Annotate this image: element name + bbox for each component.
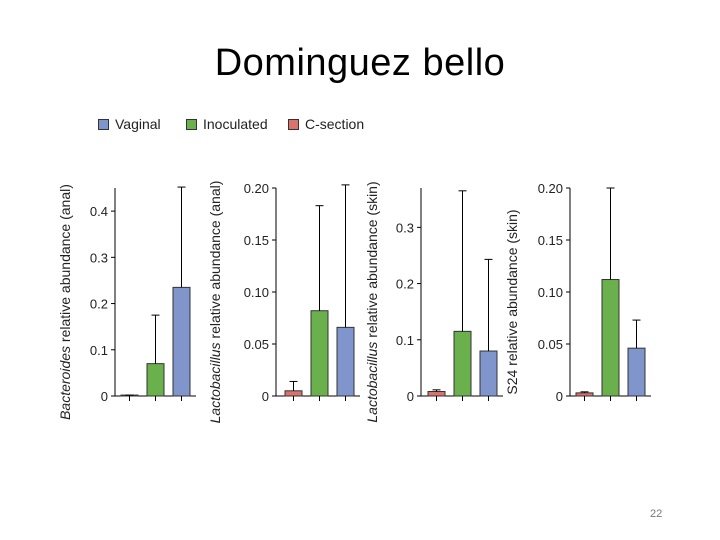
y-tick-label: 0 <box>407 389 414 404</box>
legend-swatch-c-section <box>288 119 299 130</box>
y-tick-label: 0.2 <box>90 297 108 312</box>
y-axis-label: Lactobacillus relative abundance (anal) <box>207 181 223 424</box>
legend-swatch-inoculated <box>186 119 197 130</box>
bar-vaginal <box>336 326 355 397</box>
y-tick-label: 0.4 <box>90 204 108 219</box>
y-tick-label: 0.3 <box>90 250 108 265</box>
y-axis-label-taxon: Lactobacillus <box>207 342 223 423</box>
y-tick-label: 0.20 <box>244 181 269 196</box>
y-tick-label: 0.20 <box>538 181 563 196</box>
bar-inoculated <box>310 310 329 397</box>
slide-title: Dominguez bello <box>214 42 506 84</box>
y-tick-label: 0 <box>101 389 108 404</box>
bar-inoculated <box>601 279 620 397</box>
y-tick-label: 0.15 <box>538 233 563 248</box>
bar-vaginal <box>627 347 646 397</box>
y-tick-label: 0 <box>262 389 269 404</box>
y-tick-label: 0.10 <box>538 285 563 300</box>
y-tick-label: 0 <box>556 389 563 404</box>
y-tick-label: 0.15 <box>244 233 269 248</box>
y-tick-label: 0.05 <box>244 337 269 352</box>
y-tick-label: 0.1 <box>396 333 414 348</box>
y-axis-label-text: relative abundance (anal) <box>207 181 223 343</box>
y-tick-label: 0.3 <box>396 220 414 235</box>
bar-vaginal <box>172 286 191 397</box>
bar-c-section <box>427 391 446 397</box>
legend-label-c-section: C-section <box>305 116 365 132</box>
y-axis-label-taxon: Bacteroides <box>57 346 73 420</box>
page-number: 22 <box>650 508 663 520</box>
y-tick-label: 0.1 <box>90 343 108 358</box>
y-tick-label: 0.2 <box>396 277 414 292</box>
bar-inoculated <box>146 363 165 397</box>
y-axis-label-text: S24 relative abundance (skin) <box>504 209 520 394</box>
bar-c-section <box>575 392 594 397</box>
legend-label-vaginal: Vaginal <box>115 116 161 132</box>
y-axis-label: Lactobacillus relative abundance (skin) <box>364 181 380 422</box>
y-axis-label-taxon: Lactobacillus <box>364 342 380 423</box>
bar-vaginal <box>479 350 498 397</box>
y-tick-label: 0.05 <box>538 337 563 352</box>
y-axis-label-text: relative abundance (anal) <box>57 184 73 346</box>
y-axis-label-text: relative abundance (skin) <box>364 181 380 341</box>
legend-label-inoculated: Inoculated <box>203 116 268 132</box>
bar-inoculated <box>453 330 472 397</box>
y-axis-label: S24 relative abundance (skin) <box>504 209 520 394</box>
y-axis-label: Bacteroides relative abundance (anal) <box>57 184 73 420</box>
legend-swatch-vaginal <box>98 119 109 130</box>
y-tick-label: 0.10 <box>244 285 269 300</box>
bar-c-section <box>284 390 303 397</box>
